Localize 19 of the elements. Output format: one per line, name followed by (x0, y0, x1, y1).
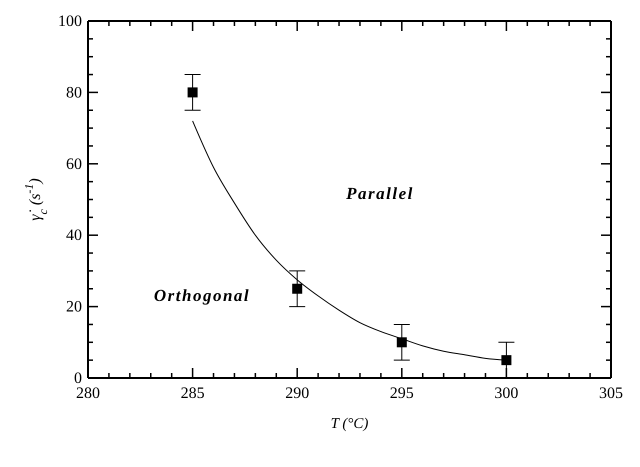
y-tick-label: 20 (66, 298, 82, 316)
y-tick-label: 40 (66, 227, 82, 244)
x-tick-label: 285 (180, 385, 205, 402)
x-axis-title: T (°C) (330, 416, 368, 432)
y-tick-label: 0 (74, 370, 82, 387)
x-tick-label: 295 (390, 385, 414, 402)
y-tick-label: 100 (58, 13, 82, 30)
y-tick-label: 80 (66, 84, 82, 102)
point (188, 87, 198, 98)
x-tick-label: 300 (494, 385, 518, 402)
point (292, 284, 302, 294)
y-tick-label: 60 (66, 156, 82, 173)
x-tick-label: 280 (76, 385, 100, 402)
point (501, 355, 512, 366)
annotation: Orthogonal (154, 286, 250, 306)
x-tick-label: 290 (285, 385, 310, 402)
annotation: Parallel (346, 184, 414, 204)
x-tick-label: 305 (599, 385, 623, 402)
point (396, 337, 407, 348)
